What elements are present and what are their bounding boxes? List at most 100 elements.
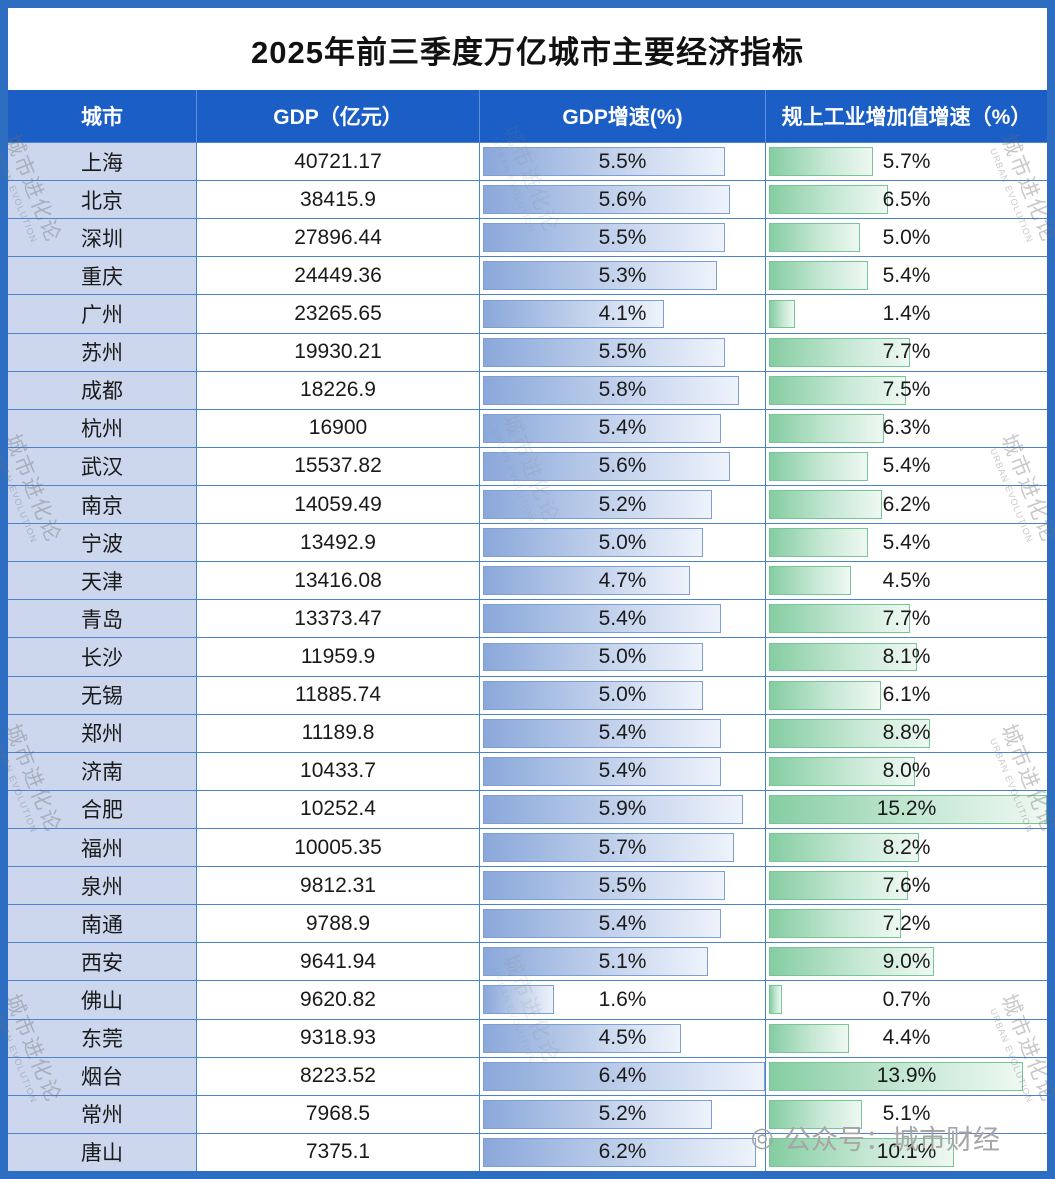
industry-growth-bar — [769, 147, 874, 177]
gdp-growth-cell: 5.6% — [479, 447, 765, 485]
industry-growth-value: 5.4% — [882, 263, 931, 287]
industry-growth-value: 6.5% — [882, 187, 931, 211]
gdp-cell: 9788.9 — [196, 905, 479, 943]
gdp-growth-bar — [483, 642, 704, 672]
table-row: 重庆 24449.36 5.3% 5.4% — [8, 256, 1047, 295]
industry-growth-value: 9.0% — [882, 949, 931, 973]
industry-growth-value: 5.7% — [882, 149, 931, 173]
industry-growth-value: 7.5% — [882, 378, 931, 402]
gdp-growth-value: 5.2% — [598, 1102, 647, 1126]
gdp-cell: 27896.44 — [196, 219, 479, 257]
industry-growth-cell: 7.2% — [765, 905, 1047, 943]
industry-growth-value: 7.7% — [882, 606, 931, 630]
gdp-cell: 18226.9 — [196, 371, 479, 409]
industry-growth-cell: 10.1% — [765, 1133, 1047, 1171]
table-row: 泉州 9812.31 5.5% 7.6% — [8, 866, 1047, 905]
industry-growth-cell: 4.4% — [765, 1019, 1047, 1057]
gdp-growth-cell: 5.1% — [479, 943, 765, 981]
industry-growth-bar — [769, 985, 782, 1015]
table-row: 福州 10005.35 5.7% 8.2% — [8, 827, 1047, 867]
city-cell: 常州 — [8, 1095, 196, 1133]
industry-growth-cell: 8.1% — [765, 638, 1047, 676]
gdp-growth-value: 5.6% — [598, 454, 647, 478]
city-cell: 合肥 — [8, 790, 196, 828]
gdp-cell: 16900 — [196, 409, 479, 447]
industry-growth-cell: 15.2% — [765, 790, 1047, 828]
industry-growth-bar — [769, 833, 919, 862]
gdp-growth-bar — [483, 604, 721, 634]
industry-growth-bar — [769, 871, 908, 901]
gdp-growth-value: 6.2% — [598, 1140, 647, 1164]
industry-growth-bar — [769, 566, 852, 596]
gdp-growth-cell: 4.7% — [479, 562, 765, 600]
table-row: 宁波 13492.9 5.0% 5.4% — [8, 523, 1047, 562]
table-row: 无锡 11885.74 5.0% 6.1% — [8, 675, 1047, 714]
industry-growth-value: 8.0% — [882, 759, 931, 783]
gdp-cell: 10252.4 — [196, 790, 479, 828]
gdp-growth-bar — [483, 1099, 713, 1129]
header-industry-growth: 规上工业增加值增速（%） — [765, 90, 1047, 142]
industry-growth-bar — [769, 947, 934, 977]
gdp-growth-cell: 5.8% — [479, 371, 765, 409]
page-title: 2025年前三季度万亿城市主要经济指标 — [251, 34, 804, 70]
gdp-cell: 24449.36 — [196, 257, 479, 295]
industry-growth-cell: 5.7% — [765, 143, 1047, 181]
gdp-growth-bar — [483, 566, 691, 596]
industry-growth-cell: 4.5% — [765, 562, 1047, 600]
industry-growth-cell: 0.7% — [765, 981, 1047, 1019]
gdp-growth-bar — [483, 490, 713, 519]
table-row: 北京 38415.9 5.6% 6.5% — [8, 180, 1047, 219]
gdp-growth-bar — [483, 985, 554, 1015]
city-cell: 长沙 — [8, 638, 196, 676]
gdp-growth-value: 5.5% — [598, 225, 647, 249]
gdp-growth-value: 1.6% — [598, 987, 647, 1011]
gdp-cell: 40721.17 — [196, 143, 479, 181]
industry-growth-cell: 7.7% — [765, 600, 1047, 638]
gdp-growth-value: 5.7% — [598, 835, 647, 859]
industry-growth-value: 4.4% — [882, 1026, 931, 1050]
industry-growth-bar — [769, 451, 868, 481]
industry-growth-value: 0.7% — [882, 987, 931, 1011]
table-row: 成都 18226.9 5.8% 7.5% — [8, 370, 1047, 409]
city-cell: 武汉 — [8, 447, 196, 485]
gdp-growth-cell: 5.0% — [479, 638, 765, 676]
table-row: 南通 9788.9 5.4% 7.2% — [8, 904, 1047, 943]
gdp-growth-bar — [483, 261, 717, 291]
gdp-growth-value: 4.1% — [598, 301, 647, 325]
industry-growth-value: 5.4% — [882, 530, 931, 554]
city-cell: 东莞 — [8, 1019, 196, 1057]
industry-growth-bar — [769, 299, 795, 329]
gdp-growth-bar — [483, 337, 726, 367]
city-cell: 烟台 — [8, 1057, 196, 1095]
gdp-growth-cell: 5.9% — [479, 790, 765, 828]
table-row: 深圳 27896.44 5.5% 5.0% — [8, 218, 1047, 257]
industry-growth-bar — [769, 185, 888, 215]
industry-growth-bar — [769, 1137, 954, 1167]
industry-growth-bar — [769, 261, 868, 291]
industry-growth-value: 8.2% — [882, 835, 931, 859]
table-row: 佛山 9620.82 1.6% 0.7% — [8, 980, 1047, 1019]
city-cell: 泉州 — [8, 867, 196, 905]
gdp-growth-bar — [483, 147, 726, 177]
industry-growth-bar — [769, 718, 930, 748]
city-cell: 北京 — [8, 181, 196, 219]
gdp-growth-bar — [483, 223, 726, 253]
industry-growth-value: 5.0% — [882, 225, 931, 249]
industry-growth-value: 7.2% — [882, 911, 931, 935]
city-cell: 郑州 — [8, 714, 196, 752]
gdp-growth-value: 5.4% — [598, 606, 647, 630]
gdp-growth-bar — [483, 451, 730, 481]
table-row: 青岛 13373.47 5.4% 7.7% — [8, 599, 1047, 638]
city-cell: 青岛 — [8, 600, 196, 638]
gdp-growth-bar — [483, 871, 726, 901]
gdp-cell: 10433.7 — [196, 752, 479, 790]
industry-growth-cell: 8.0% — [765, 752, 1047, 790]
table-row: 上海 40721.17 5.5% 5.7% — [8, 142, 1047, 181]
industry-growth-cell: 5.0% — [765, 219, 1047, 257]
industry-growth-cell: 5.4% — [765, 524, 1047, 562]
gdp-cell: 38415.9 — [196, 181, 479, 219]
industry-growth-value: 15.2% — [876, 797, 937, 821]
industry-growth-value: 10.1% — [876, 1140, 937, 1164]
industry-growth-bar — [769, 642, 918, 672]
